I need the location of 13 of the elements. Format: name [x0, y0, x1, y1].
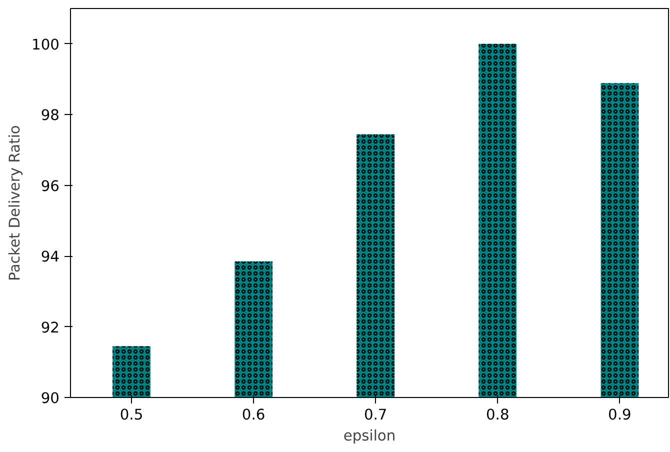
- x-tick-label: 0.5: [120, 406, 144, 424]
- y-tick-label: 90: [40, 390, 60, 407]
- y-tick-label: 98: [40, 107, 60, 124]
- x-tick-label: 0.9: [608, 406, 632, 424]
- x-tick-label: 0.6: [242, 406, 266, 424]
- x-tick-label: 0.7: [364, 406, 388, 424]
- x-tick-label: 0.8: [486, 406, 510, 424]
- y-tick-label: 92: [40, 319, 60, 336]
- y-axis-title: Packet Delivery Ratio: [6, 125, 24, 281]
- x-axis-title: epsilon: [343, 428, 396, 444]
- y-tick-label: 94: [40, 248, 60, 266]
- y-tick-label: 100: [32, 36, 60, 54]
- y-tick-label: 96: [40, 178, 60, 195]
